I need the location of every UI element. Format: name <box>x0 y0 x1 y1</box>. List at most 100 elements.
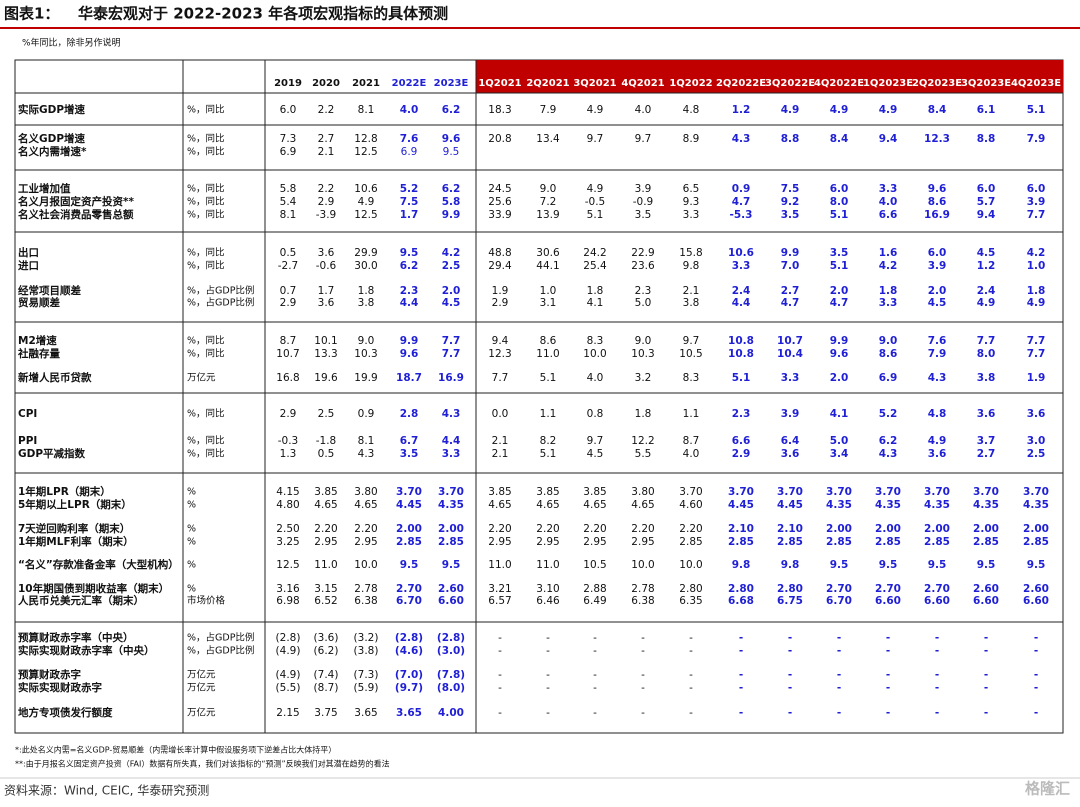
cell: 3.6 <box>928 448 947 460</box>
cell: -5.3 <box>730 209 753 221</box>
cell: (2.8) <box>276 632 301 644</box>
cell: 4.1 <box>587 297 604 309</box>
cell: 3.85 <box>488 486 511 498</box>
cell: - <box>837 645 841 657</box>
cell: 6.38 <box>354 595 377 607</box>
cell: - <box>641 632 645 644</box>
cell: - <box>498 645 502 657</box>
cell: 2.00 <box>438 523 464 535</box>
cell: - <box>1034 632 1038 644</box>
column-header: 2Q2021 <box>526 78 569 89</box>
cell: 3.1 <box>540 297 557 309</box>
cell: 9.9 <box>781 247 800 259</box>
cell: 9.4 <box>977 209 996 221</box>
cell: 9.6 <box>442 133 461 145</box>
cell: 2.80 <box>679 583 702 595</box>
table-frame <box>14 59 1064 734</box>
cell: 7.7 <box>1027 209 1046 221</box>
cell: 9.5 <box>400 559 419 571</box>
cell: 3.70 <box>728 486 754 498</box>
cell: 4.5 <box>928 297 947 309</box>
cell: 2.85 <box>396 536 422 548</box>
row-label: 经常项目顺差 <box>18 284 81 297</box>
cell: 2.10 <box>728 523 754 535</box>
cell: -0.9 <box>633 196 654 208</box>
cell: 8.7 <box>280 335 297 347</box>
column-header: 2021 <box>352 78 380 89</box>
cell: 2.80 <box>777 583 803 595</box>
cell: (3.8) <box>354 645 379 657</box>
cell: 3.8 <box>977 372 996 384</box>
cell: 4.3 <box>732 133 751 145</box>
cell: 5.1 <box>540 372 557 384</box>
cell: 2.9 <box>318 196 335 208</box>
cell: 7.5 <box>400 196 419 208</box>
cell: 4.60 <box>679 499 702 511</box>
cell: - <box>984 669 988 681</box>
cell: 2.95 <box>631 536 654 548</box>
cell: 2.1 <box>492 435 509 447</box>
cell: 6.6 <box>732 435 751 447</box>
row-unit: % <box>187 524 196 535</box>
cell: 3.9 <box>781 408 800 420</box>
cell: 5.1 <box>830 209 849 221</box>
cell: 7.7 <box>492 372 509 384</box>
cell: 4.9 <box>587 104 604 116</box>
cell: 8.7 <box>683 435 700 447</box>
row-unit: %，同比 <box>187 260 225 272</box>
cell: 13.9 <box>536 209 559 221</box>
cell: 4.35 <box>973 499 999 511</box>
cell: - <box>788 682 792 694</box>
cell: - <box>935 669 939 681</box>
cell: 1.1 <box>540 408 557 420</box>
cell: 18.3 <box>488 104 511 116</box>
cell: - <box>641 707 645 719</box>
cell: 9.5 <box>879 559 898 571</box>
cell: 10.3 <box>631 348 654 360</box>
cell: -3.9 <box>316 209 337 221</box>
cell: - <box>788 669 792 681</box>
row-unit: % <box>187 560 196 571</box>
cell: 9.2 <box>781 196 800 208</box>
row-label: 工业增加值 <box>18 182 71 195</box>
cell: 9.6 <box>830 348 849 360</box>
cell: 2.00 <box>924 523 950 535</box>
cell: 5.4 <box>280 196 297 208</box>
cell: - <box>498 632 502 644</box>
cell: 4.4 <box>442 435 461 447</box>
cell: 3.85 <box>536 486 559 498</box>
cell: 6.5 <box>683 183 700 195</box>
cell: 4.7 <box>732 196 751 208</box>
cell: 9.5 <box>442 559 461 571</box>
cell: - <box>498 669 502 681</box>
cell: 6.0 <box>280 104 297 116</box>
cell: 2.9 <box>280 408 297 420</box>
cell: 2.70 <box>826 583 852 595</box>
cell: - <box>498 682 502 694</box>
cell: 9.8 <box>732 559 751 571</box>
cell: 3.25 <box>276 536 299 548</box>
cell: 9.7 <box>635 133 652 145</box>
cell: 9.0 <box>635 335 652 347</box>
cell: 6.60 <box>875 595 901 607</box>
cell: (7.0) <box>395 669 423 681</box>
cell: 6.0 <box>1027 183 1046 195</box>
cell: - <box>593 632 597 644</box>
cell: 11.0 <box>314 559 337 571</box>
row-label: 名义社会消费品零售总额 <box>18 208 134 221</box>
cell: - <box>739 645 743 657</box>
cell: 2.60 <box>438 583 464 595</box>
column-header: 4Q2021 <box>621 78 664 89</box>
cell: 2.85 <box>679 536 702 548</box>
cell: 2.95 <box>583 536 606 548</box>
cell: 5.7 <box>977 196 996 208</box>
cell: 11.0 <box>536 348 559 360</box>
cell: - <box>689 682 693 694</box>
cell: 12.5 <box>276 559 299 571</box>
cell: 8.6 <box>540 335 557 347</box>
cell: 9.9 <box>830 335 849 347</box>
cell: (6.2) <box>314 645 339 657</box>
cell: 8.3 <box>587 335 604 347</box>
cell: 2.15 <box>276 707 299 719</box>
forecast-header-band <box>476 60 1063 93</box>
